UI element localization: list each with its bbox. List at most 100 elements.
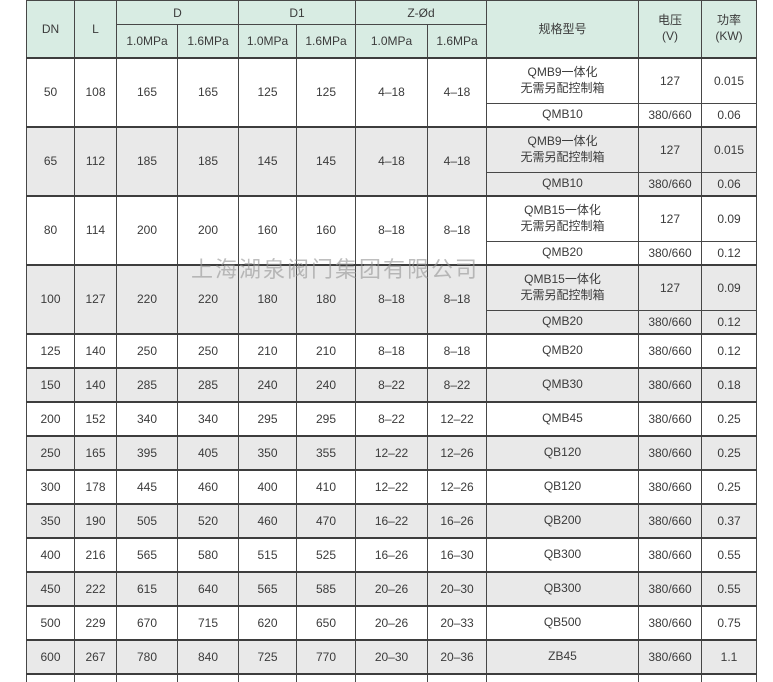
cell-d16: 165 xyxy=(176,56,240,127)
cell-power: 0.25 xyxy=(701,468,758,504)
cell-l: 165 xyxy=(74,434,117,470)
cell-d1_10: 145 xyxy=(238,125,298,196)
col-header-d: D xyxy=(115,0,240,25)
cell-power: 0.06 xyxy=(701,172,758,196)
cell-d1_10: 460 xyxy=(238,502,298,538)
cell-l: 112 xyxy=(74,125,117,196)
cell-d16: 200 xyxy=(176,194,240,265)
cell-d10: 285 xyxy=(116,366,178,402)
col-header-l: L xyxy=(74,0,117,58)
cell-d1_16: 210 xyxy=(296,332,357,368)
cell-dn: 100 xyxy=(26,263,75,334)
cell-voltage: 127 xyxy=(638,194,703,242)
cell-d16: 520 xyxy=(176,502,240,538)
cell-voltage: 380/660 xyxy=(638,366,703,402)
cell-z16: 8–18 xyxy=(427,332,488,368)
cell-d1_10: 725 xyxy=(238,638,298,674)
cell-empty xyxy=(176,672,240,682)
cell-l: 140 xyxy=(74,366,117,402)
cell-empty xyxy=(355,672,429,682)
table-row: 600 267 780 840 725 770 20–30 20–36 ZB45 380/660 1… xyxy=(26,638,758,674)
table-row: 200 152 340 340 295 295 8–22 12–22 QMB45 380/660 0… xyxy=(26,400,758,436)
cell-l: 178 xyxy=(74,468,117,504)
table-row: 450 222 615 640 565 585 20–26 20–30 QB300 380/660… xyxy=(26,570,758,606)
cell-dn: 50 xyxy=(26,56,75,127)
cell-d16: 340 xyxy=(176,400,240,436)
cell-dn: 350 xyxy=(26,502,75,538)
cell-d10: 445 xyxy=(116,468,178,504)
cell-d1_10: 160 xyxy=(238,194,298,265)
cell-d1_10: 515 xyxy=(238,536,298,572)
cell-l: 229 xyxy=(74,604,117,640)
table-row: 50 108 165 165 125 125 4–18 4–18 QMB9一体化 无需另配控制箱… xyxy=(26,56,758,127)
header-row-pressures: 1.0MPa 1.6MPa 1.0MPa 1.6MPa 1.0MPa 1.6MP… xyxy=(27,24,757,58)
cell-l: 190 xyxy=(74,502,117,538)
cell-empty xyxy=(116,672,178,682)
cell-spec-model: QMB20 xyxy=(486,310,640,334)
col-header-spec-model: 规格型号 xyxy=(486,0,640,58)
cell-empty xyxy=(74,672,117,682)
cell-empty xyxy=(427,672,488,682)
cell-power: 0.75 xyxy=(701,604,758,640)
cell-z10: 12–22 xyxy=(355,468,429,504)
cell-d1_10: 210 xyxy=(238,332,298,368)
cell-z16: 20–30 xyxy=(427,570,488,606)
header-row-groups: DN L D D1 Z-Ød 规格型号 电压 (V) 功率 (KW) xyxy=(26,0,758,58)
cell-empty xyxy=(296,672,357,682)
cell-z10: 8–18 xyxy=(355,263,429,334)
cell-d16: 840 xyxy=(176,638,240,674)
cell-z16: 4–18 xyxy=(427,125,488,196)
cell-power: 0.12 xyxy=(701,332,758,368)
cell-d1_16: 650 xyxy=(296,604,357,640)
col-header-z-10mpa: 1.0MPa xyxy=(355,24,429,58)
cell-empty xyxy=(638,672,703,682)
cell-d10: 395 xyxy=(116,434,178,470)
cell-l: 114 xyxy=(74,194,117,265)
col-header-dn: DN xyxy=(26,0,75,58)
cell-l: 152 xyxy=(74,400,117,436)
table-subrow: QMB10 380/660 0.06 xyxy=(27,103,758,127)
cell-d1_16: 240 xyxy=(296,366,357,402)
valve-spec-table: DN L D D1 Z-Ød 规格型号 电压 (V) 功率 (KW) 1.0MP… xyxy=(26,0,758,682)
table-body: 50 108 165 165 125 125 4–18 4–18 QMB9一体化 无需另配控制箱… xyxy=(26,56,758,682)
cell-d16: 460 xyxy=(176,468,240,504)
cell-d1_16: 410 xyxy=(296,468,357,504)
cell-dn: 80 xyxy=(26,194,75,265)
cell-power: 0.25 xyxy=(701,400,758,436)
cell-d1_10: 240 xyxy=(238,366,298,402)
cell-empty xyxy=(701,672,758,682)
cell-d16: 405 xyxy=(176,434,240,470)
cell-dn: 500 xyxy=(26,604,75,640)
cell-spec-model: QB500 xyxy=(486,604,640,640)
cell-voltage: 380/660 xyxy=(638,536,703,572)
cell-power: 0.06 xyxy=(701,103,758,127)
cell-d1_10: 565 xyxy=(238,570,298,606)
cell-d1_10: 180 xyxy=(238,263,298,334)
cell-d1_10: 295 xyxy=(238,400,298,436)
cell-voltage: 380/660 xyxy=(638,604,703,640)
col-header-d-16mpa: 1.6MPa xyxy=(176,24,240,58)
table-row: 100 127 220 220 180 180 8–18 8–18 QMB15一体化 无需另配控… xyxy=(26,263,758,334)
table-row: 250 165 395 405 350 355 12–22 12–26 QB120 380/660… xyxy=(26,434,758,470)
table-row: 350 190 505 520 460 470 16–22 16–26 QB200 380/660… xyxy=(26,502,758,538)
cell-l: 108 xyxy=(74,56,117,127)
cell-power: 0.015 xyxy=(701,125,758,173)
cell-dn: 300 xyxy=(26,468,75,504)
cell-d16: 285 xyxy=(176,366,240,402)
cell-power: 0.55 xyxy=(701,536,758,572)
cell-empty xyxy=(238,672,298,682)
cell-power: 0.37 xyxy=(701,502,758,538)
cell-d1_16: 295 xyxy=(296,400,357,436)
cell-d16: 715 xyxy=(176,604,240,640)
cell-z10: 8–22 xyxy=(355,366,429,402)
cell-voltage: 380/660 xyxy=(638,332,703,368)
cell-power: 0.015 xyxy=(701,56,758,104)
cell-d1_16: 585 xyxy=(296,570,357,606)
table-row: 500 229 670 715 620 650 20–26 20–33 QB500 380/660… xyxy=(26,604,758,640)
col-header-d1-10mpa: 1.0MPa xyxy=(238,24,298,58)
cell-d1_16: 355 xyxy=(296,434,357,470)
cell-d10: 565 xyxy=(116,536,178,572)
cell-power: 1.1 xyxy=(701,638,758,674)
cell-l: 216 xyxy=(74,536,117,572)
cell-d10: 670 xyxy=(116,604,178,640)
